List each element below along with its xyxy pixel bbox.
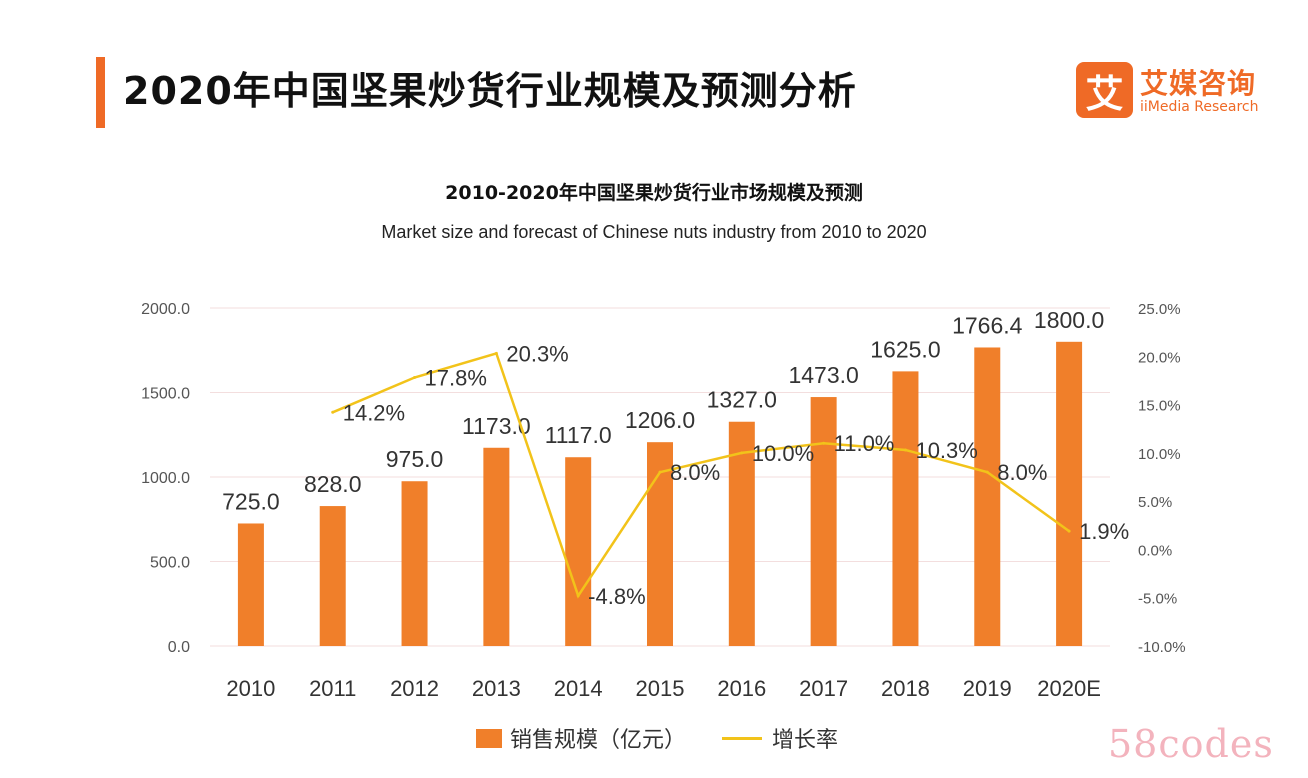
x-tick-label: 2013 xyxy=(472,676,521,701)
bar xyxy=(810,397,837,646)
x-tick-label: 2015 xyxy=(636,676,685,701)
growth-point xyxy=(985,470,989,474)
y-right-tick-label: 20.0% xyxy=(1138,349,1181,366)
bar xyxy=(483,447,510,646)
growth-data-label: -4.8% xyxy=(588,584,645,609)
y-left-tick-label: 0.0 xyxy=(168,639,190,656)
chart-title: 2010-2020年中国坚果炒货行业市场规模及预测 xyxy=(445,182,863,204)
y-right-tick-label: 15.0% xyxy=(1138,398,1181,415)
growth-data-label: 10.0% xyxy=(752,441,814,466)
growth-point xyxy=(413,376,417,380)
x-tick-label: 2017 xyxy=(799,676,848,701)
growth-point xyxy=(1067,529,1071,533)
legend-bar-swatch xyxy=(476,728,502,748)
growth-data-label: 20.3% xyxy=(506,341,568,366)
brand-mark-icon: 艾 xyxy=(1076,62,1133,118)
legend-label-growth: 增长率 xyxy=(772,728,839,753)
legend-item-growth: 增长率 xyxy=(722,722,838,754)
growth-point xyxy=(576,594,580,598)
growth-data-label: 1.9% xyxy=(1079,519,1129,544)
growth-point xyxy=(822,441,826,445)
growth-data-label: 14.2% xyxy=(343,400,405,425)
legend-item-sales: 销售规模（亿元） xyxy=(476,722,686,754)
growth-point xyxy=(331,410,335,414)
title-accent-bar xyxy=(96,57,105,128)
bar-data-label: 1206.0 xyxy=(625,407,695,433)
y-right-tick-label: 25.0% xyxy=(1138,301,1181,318)
growth-point xyxy=(658,470,662,474)
bar-data-label: 1473.0 xyxy=(788,362,858,388)
watermark: 58codes xyxy=(1108,722,1274,766)
growth-data-label: 17.8% xyxy=(425,366,487,391)
growth-line xyxy=(332,351,1070,599)
x-tick-label: 2016 xyxy=(717,676,766,701)
bar xyxy=(892,371,919,646)
x-tick-label: 2011 xyxy=(309,676,356,701)
bar-data-label: 725.0 xyxy=(222,488,280,514)
bar xyxy=(647,442,673,646)
growth-data-label: 8.0% xyxy=(670,460,720,485)
bar-data-label: 1173.0 xyxy=(462,413,531,439)
page-title: 2020年中国坚果炒货行业规模及预测分析 xyxy=(123,69,857,113)
bar-data-label: 975.0 xyxy=(386,446,444,472)
growth-data-label: 11.0% xyxy=(834,431,895,456)
bar-data-label: 1766.4 xyxy=(952,312,1023,338)
bar xyxy=(565,457,592,646)
y-left-tick-label: 1000.0 xyxy=(141,470,190,487)
chart-subtitle: Market size and forecast of Chinese nuts… xyxy=(381,222,927,242)
brand-logo: 艾 艾媒咨询 iiMedia Research xyxy=(1076,62,1276,122)
bar-data-label: 1117.0 xyxy=(545,422,612,448)
x-tick-label: 2014 xyxy=(554,676,603,701)
growth-point xyxy=(494,351,498,355)
bar xyxy=(1056,341,1083,646)
y-left-tick-label: 2000.0 xyxy=(141,301,190,318)
legend-line-swatch xyxy=(722,736,763,740)
y-left-tick-label: 500.0 xyxy=(150,555,190,572)
x-tick-label: 2012 xyxy=(390,676,439,701)
growth-data-label: 10.3% xyxy=(915,438,977,463)
bar xyxy=(237,523,264,646)
y-right-tick-label: 10.0% xyxy=(1138,446,1181,463)
brand-subtitle: iiMedia Research xyxy=(1140,99,1259,115)
chart-legend: 销售规模（亿元） 增长率 xyxy=(476,723,874,753)
bar-data-label: 1625.0 xyxy=(870,336,940,362)
growth-data-label: 8.0% xyxy=(997,460,1047,485)
bar-data-label: 1800.0 xyxy=(1034,307,1104,333)
bar xyxy=(728,421,755,646)
x-tick-label: 2019 xyxy=(963,676,1012,701)
y-right-tick-label: 0.0% xyxy=(1138,542,1172,559)
y-left-tick-label: 1500.0 xyxy=(141,386,190,403)
legend-label-sales: 销售规模（亿元） xyxy=(510,728,687,753)
growth-point xyxy=(903,448,907,452)
x-tick-label: 2020E xyxy=(1037,676,1101,701)
growth-point xyxy=(740,451,744,455)
x-tick-label: 2018 xyxy=(881,676,930,701)
y-right-tick-label: -5.0% xyxy=(1138,591,1177,608)
bar xyxy=(401,481,428,646)
bar xyxy=(319,506,346,646)
bar-data-label: 828.0 xyxy=(304,471,362,497)
y-right-tick-label: -10.0% xyxy=(1138,639,1186,656)
x-tick-label: 2010 xyxy=(226,676,275,701)
bar xyxy=(974,347,1001,646)
brand-name: 艾媒咨询 xyxy=(1140,67,1257,100)
bar-data-label: 1327.0 xyxy=(707,387,777,413)
y-right-tick-label: 5.0% xyxy=(1138,494,1172,511)
